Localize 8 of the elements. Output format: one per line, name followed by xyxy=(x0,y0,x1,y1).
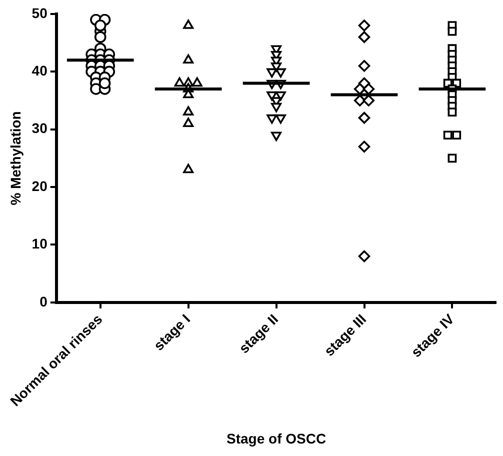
y-axis-title: % Methylation xyxy=(7,111,24,206)
y-tick-label: 50 xyxy=(32,4,48,21)
y-tick-label: 40 xyxy=(32,62,48,79)
y-tick-label: 30 xyxy=(32,120,48,136)
x-axis-title: Stage of OSCC xyxy=(226,430,326,446)
y-tick-label: 20 xyxy=(32,178,48,194)
y-tick-label: 0 xyxy=(40,293,48,310)
y-tick-label: 10 xyxy=(32,236,48,252)
